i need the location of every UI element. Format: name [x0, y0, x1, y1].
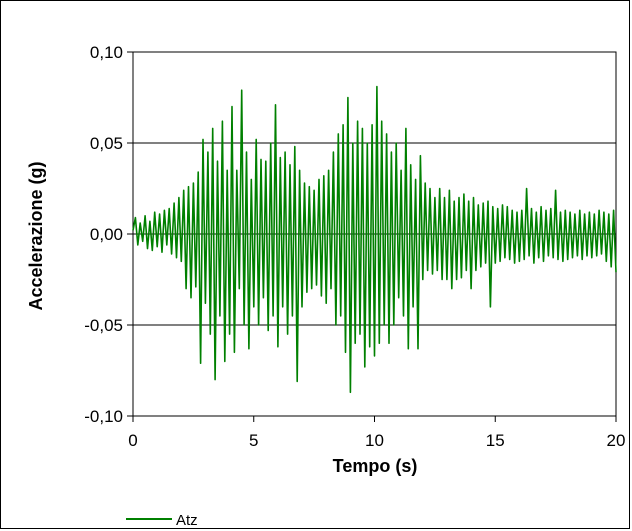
legend: Atz — [126, 512, 198, 529]
y-tick-label-1: 0,05 — [90, 134, 123, 153]
x-tick-label-2: 10 — [365, 431, 384, 450]
y-tick-label-2: 0,00 — [90, 225, 123, 244]
x-axis-ticks: 0 5 10 15 20 — [128, 416, 625, 450]
y-axis-title: Accelerazione (g) — [26, 161, 46, 310]
x-tick-label-4: 20 — [607, 431, 626, 450]
series-layer — [132, 85, 617, 394]
x-tick-label-0: 0 — [128, 431, 137, 450]
y-tick-label-3: -0,05 — [84, 316, 123, 335]
y-tick-label-0: 0,10 — [90, 43, 123, 62]
x-tick-label-3: 15 — [486, 431, 505, 450]
series-line-atz — [132, 85, 617, 394]
x-axis-title: Tempo (s) — [333, 456, 418, 476]
x-tick-label-1: 5 — [249, 431, 258, 450]
y-tick-label-4: -0,10 — [84, 407, 123, 426]
y-axis-ticks: 0,10 0,05 0,00 -0,05 -0,10 — [84, 43, 133, 426]
legend-label-atz: Atz — [176, 512, 198, 529]
